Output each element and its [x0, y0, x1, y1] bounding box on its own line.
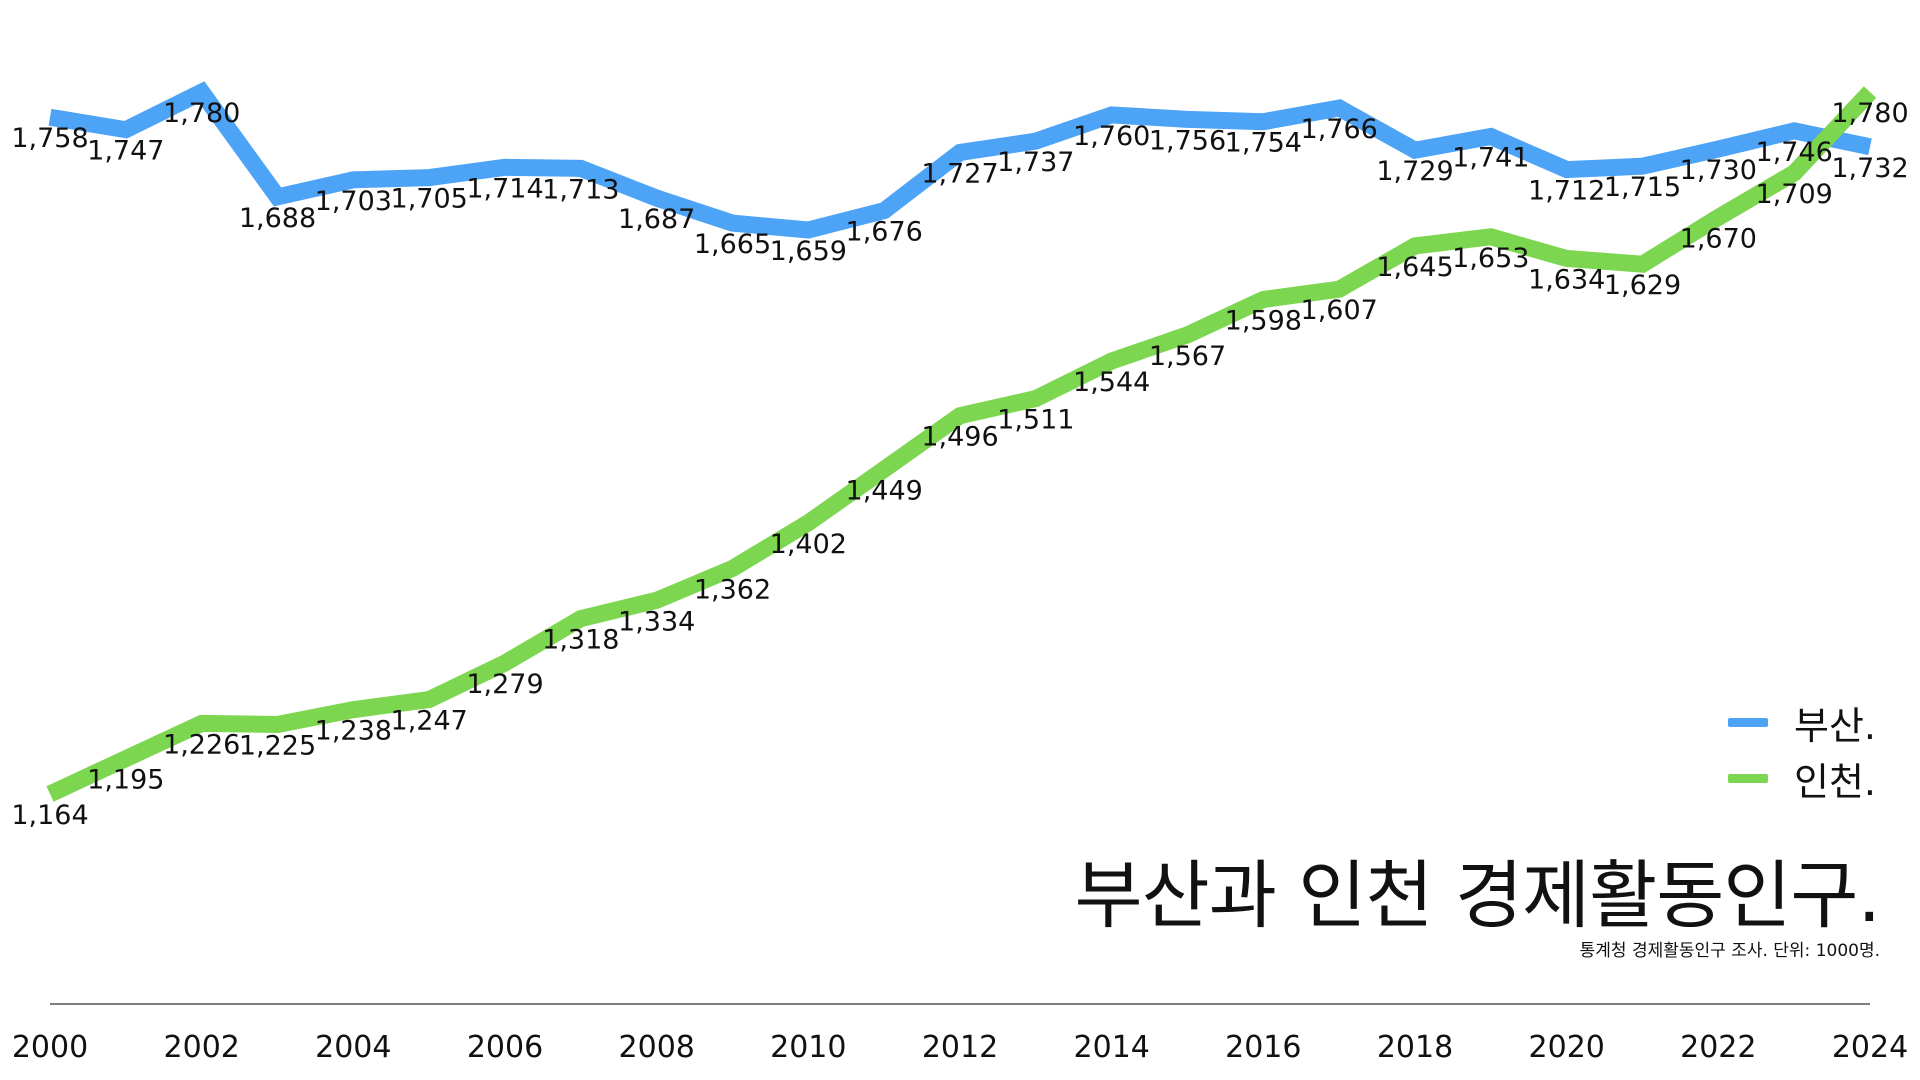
- legend-label-busan: 부산.: [1794, 703, 1876, 748]
- data-label-busan: 1,688: [239, 203, 316, 234]
- data-label-busan: 1,713: [542, 174, 619, 205]
- legend-swatch-incheon: [1728, 773, 1768, 783]
- data-label-incheon: 1,449: [846, 475, 923, 506]
- data-label-incheon: 1,634: [1528, 265, 1605, 296]
- data-label-busan: 1,659: [770, 236, 847, 267]
- data-label-incheon: 1,629: [1604, 270, 1681, 301]
- legend-swatch-busan: [1728, 717, 1768, 727]
- data-label-incheon: 1,496: [921, 422, 998, 453]
- data-label-incheon: 1,780: [1831, 98, 1908, 129]
- data-label-incheon: 1,247: [391, 706, 468, 737]
- data-label-incheon: 1,511: [997, 405, 1074, 436]
- data-label-busan: 1,687: [618, 204, 695, 235]
- data-label-incheon: 1,402: [770, 529, 847, 560]
- data-label-incheon: 1,567: [1149, 341, 1226, 372]
- data-label-busan: 1,732: [1831, 153, 1908, 184]
- data-label-busan: 1,766: [1301, 114, 1378, 145]
- data-label-busan: 1,746: [1756, 137, 1833, 168]
- data-label-busan: 1,714: [466, 173, 543, 204]
- legend-item-incheon: 인천.: [1728, 750, 1880, 806]
- data-label-busan: 1,676: [846, 217, 923, 248]
- data-label-busan: 1,754: [1225, 128, 1302, 159]
- data-label-busan: 1,715: [1604, 172, 1681, 203]
- data-label-incheon: 1,238: [315, 716, 392, 747]
- x-tick-label: 2018: [1377, 1030, 1453, 1065]
- data-label-incheon: 1,226: [163, 729, 240, 760]
- data-label-busan: 1,741: [1452, 143, 1529, 174]
- data-label-incheon: 1,709: [1756, 179, 1833, 210]
- data-label-incheon: 1,670: [1680, 223, 1757, 254]
- data-label-busan: 1,665: [694, 229, 771, 260]
- chart-subtitle: 통계청 경제활동인구 조사. 단위: 1000명.: [1579, 941, 1880, 961]
- x-tick-label: 2012: [922, 1030, 998, 1065]
- data-label-busan: 1,729: [1376, 156, 1453, 187]
- data-label-busan: 1,756: [1149, 125, 1226, 156]
- series-line-incheon: [46, 86, 1877, 802]
- data-label-incheon: 1,607: [1301, 295, 1378, 326]
- data-label-busan: 1,737: [997, 147, 1074, 178]
- x-tick-label: 2024: [1832, 1030, 1908, 1065]
- data-label-busan: 1,727: [921, 159, 998, 190]
- data-label-incheon: 1,279: [466, 669, 543, 700]
- data-label-incheon: 1,653: [1452, 243, 1529, 274]
- data-label-busan: 1,730: [1680, 155, 1757, 186]
- data-label-busan: 1,747: [87, 136, 164, 167]
- data-label-incheon: 1,225: [239, 731, 316, 762]
- data-label-incheon: 1,645: [1376, 252, 1453, 283]
- x-tick-label: 2014: [1074, 1030, 1150, 1065]
- x-axis-tick-labels: 2000 2002 2004 2006 2008 2010 2012 2014 2016 2018…: [12, 1030, 1908, 1065]
- data-label-busan: 1,758: [11, 123, 88, 154]
- data-label-busan: 1,705: [391, 184, 468, 215]
- data-label-incheon: 1,334: [618, 606, 695, 637]
- x-tick-label: 2008: [619, 1030, 695, 1065]
- data-label-incheon: 1,318: [542, 625, 619, 656]
- series-line-busan: [48, 81, 1872, 239]
- data-label-incheon: 1,598: [1225, 306, 1302, 337]
- legend-item-busan: 부산.: [1728, 694, 1880, 750]
- data-label-busan: 1,703: [315, 186, 392, 217]
- data-label-busan: 1,712: [1528, 176, 1605, 207]
- legend: 부산. 인천.: [1728, 694, 1880, 806]
- x-tick-label: 2006: [467, 1030, 543, 1065]
- data-label-incheon: 1,362: [694, 574, 771, 605]
- data-label-incheon: 1,195: [87, 765, 164, 796]
- x-tick-label: 2000: [12, 1030, 88, 1065]
- data-label-busan: 1,780: [163, 98, 240, 129]
- chart-title: 부산과 인천 경제활동인구.: [1074, 853, 1881, 939]
- series-lines: [46, 81, 1877, 802]
- data-label-busan: 1,760: [1073, 121, 1150, 152]
- x-tick-label: 2020: [1529, 1030, 1605, 1065]
- x-tick-label: 2002: [164, 1030, 240, 1065]
- x-tick-label: 2004: [315, 1030, 391, 1065]
- x-tick-label: 2022: [1680, 1030, 1756, 1065]
- data-label-incheon: 1,164: [11, 800, 88, 831]
- legend-label-incheon: 인천.: [1794, 759, 1876, 804]
- x-tick-label: 2010: [770, 1030, 846, 1065]
- data-label-incheon: 1,544: [1073, 367, 1150, 398]
- x-tick-label: 2016: [1225, 1030, 1301, 1065]
